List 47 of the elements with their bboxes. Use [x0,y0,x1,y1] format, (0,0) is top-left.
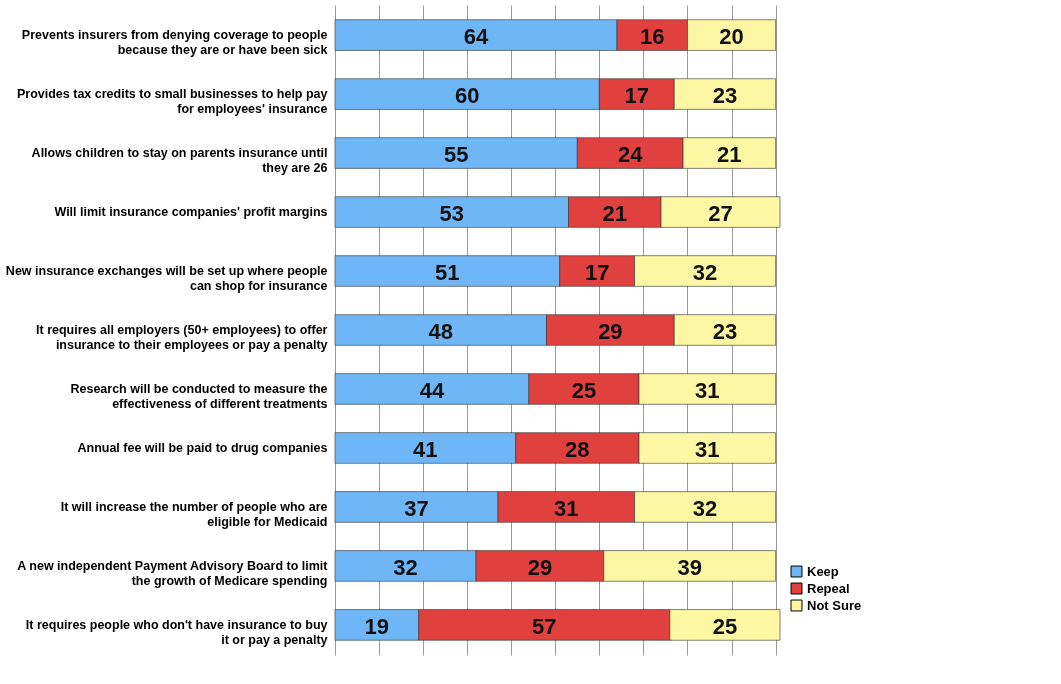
y-tick-label: A new independent Payment Advisory Board to limit the growth of Medicare spending [17,558,329,588]
data-label: 23 [712,319,738,344]
y-tick-label: It requires people who don't have insurance to buy it or pay a penalty [25,617,328,647]
data-label: 17 [624,83,650,109]
data-label: 60 [454,83,480,109]
data-label: 28 [565,436,590,462]
data-label: 48 [428,319,453,344]
y-tick-label: It will increase the number of people who are eligible for Medicaid [60,499,328,529]
data-label: 21 [717,142,742,168]
y-tick-label: New insurance exchanges will be set up where people can shop for insurance [5,264,328,294]
data-label: 25 [571,377,597,403]
data-label: 23 [712,83,738,109]
y-tick-label: Research will be conducted to measure the effectiveness of different treatments [70,381,328,411]
legend-label: Repeal [807,580,850,596]
data-label: 31 [554,495,579,521]
data-label: 29 [598,319,623,344]
y-tick-label: Will limit insurance companies' profit margins [54,205,328,220]
data-label: 64 [463,24,489,50]
data-label: 31 [695,436,720,462]
data-label: 31 [695,377,720,403]
legend-label: Not Sure [807,597,862,613]
y-tick-label: Prevents insurers from denying coverage to people because they are or have been sick [21,28,328,58]
data-label: 19 [364,613,390,639]
y-tick-label: Allows children to stay on parents insurance until they are 26 [31,146,328,176]
data-label: 39 [677,554,702,580]
y-tick-label: It requires all employers (50+ employees) to offer insurance to their employees or pay a penalty [36,323,328,352]
data-label: 21 [602,201,628,227]
data-label: 51 [435,260,460,286]
data-label: 32 [692,260,718,286]
data-label: 55 [443,142,469,168]
data-label: 32 [393,554,418,580]
data-label: 53 [439,201,464,227]
data-label: 29 [527,554,553,580]
data-label: 32 [692,495,718,521]
data-label: 17 [584,260,610,286]
y-tick-label: Annual fee will be paid to drug companies [77,440,328,455]
data-label: 20 [719,24,744,50]
data-label: 37 [404,495,429,521]
data-label: 24 [617,142,644,168]
legend-label: Keep [807,563,839,579]
y-tick-label: Provides tax credits to small businesses to help pay for employees' insurance [16,87,328,117]
data-label: 16 [639,24,665,50]
data-label: 41 [413,436,438,462]
data-label: 27 [708,201,733,227]
data-label: 44 [419,377,445,403]
data-label: 25 [712,613,738,639]
data-label: 57 [532,613,557,639]
